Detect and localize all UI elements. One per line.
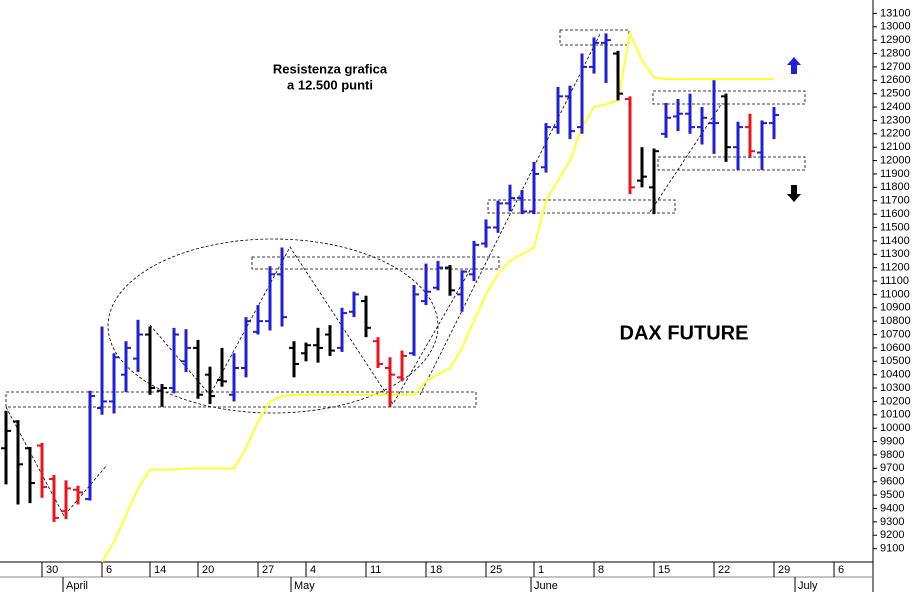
y-tick-label: 10400 (880, 369, 911, 381)
y-tick-label: 12800 (880, 47, 911, 59)
trend-line (149, 246, 471, 405)
chart-label: DAX FUTURE (620, 322, 749, 344)
x-tick-label: 15 (658, 564, 670, 576)
y-tick-label: 10700 (880, 328, 911, 340)
x-tick-label: 27 (262, 564, 274, 576)
y-tick-label: 12300 (880, 114, 911, 126)
x-tick-label: 14 (154, 564, 166, 576)
month-label: May (294, 580, 315, 592)
x-tick-label: 29 (778, 564, 790, 576)
x-tick-label: 6 (106, 564, 112, 576)
y-tick-label: 9100 (880, 543, 904, 555)
y-tick-label: 10600 (880, 342, 911, 354)
x-tick-label: 11 (370, 564, 381, 576)
x-tick-label: 20 (202, 564, 214, 576)
box (5, 391, 477, 408)
box (652, 90, 806, 105)
y-tick-label: 11400 (880, 235, 910, 247)
y-tick-label: 11300 (880, 248, 910, 260)
x-tick-label: 22 (718, 564, 730, 576)
x-tick-label: 4 (310, 564, 316, 576)
month-label: April (66, 580, 88, 592)
y-tick-label: 11000 (880, 288, 910, 300)
y-tick-label: 13000 (880, 21, 911, 33)
y-tick-label: 13100 (880, 7, 911, 19)
y-tick-label: 10900 (880, 302, 911, 314)
arrow-up (787, 57, 801, 74)
ellipse (107, 238, 439, 414)
y-tick-label: 9400 (880, 502, 904, 514)
month-label: July (798, 580, 818, 592)
box (251, 256, 500, 270)
x-tick-label: 25 (490, 564, 502, 576)
y-tick-label: 9300 (880, 516, 904, 528)
y-tick-label: 12600 (880, 74, 911, 86)
y-tick-label: 11200 (880, 262, 910, 274)
y-tick-label: 9800 (880, 449, 904, 461)
y-tick-label: 9200 (880, 529, 904, 541)
y-tick-label: 10100 (880, 409, 911, 421)
y-tick-label: 12700 (880, 61, 911, 73)
y-tick-label: 12500 (880, 88, 911, 100)
y-tick-label: 10300 (880, 382, 911, 394)
y-tick-label: 9900 (880, 435, 904, 447)
trend-line (649, 102, 723, 213)
x-tick-label: 18 (430, 564, 442, 576)
y-tick-label: 12100 (880, 141, 911, 153)
y-tick-label: 11100 (880, 275, 909, 287)
y-tick-label: 12000 (880, 154, 911, 166)
annotation: a 12.500 punti (287, 77, 373, 92)
y-tick-label: 11700 (880, 195, 910, 207)
annotation: Resistenza grafica (273, 61, 388, 76)
y-tick-label: 11500 (880, 221, 910, 233)
line (101, 30, 774, 563)
y-tick-label: 9500 (880, 489, 904, 501)
y-tick-label: 12400 (880, 101, 911, 113)
y-tick-label: 9700 (880, 462, 904, 474)
y-tick-label: 10800 (880, 315, 911, 327)
month-label: June (534, 580, 558, 592)
y-tick-label: 10200 (880, 395, 911, 407)
y-tick-label: 9600 (880, 476, 904, 488)
y-tick-label: 10000 (880, 422, 911, 434)
y-tick-label: 11800 (880, 181, 910, 193)
y-tick-label: 11600 (880, 208, 910, 220)
x-tick-label: 30 (46, 564, 58, 576)
y-tick-label: 12200 (880, 128, 911, 140)
y-tick-label: 10500 (880, 355, 911, 367)
y-tick-label: 12900 (880, 34, 911, 46)
y-tick-label: 11900 (880, 168, 910, 180)
x-tick-label: 1 (538, 564, 544, 576)
arrow-down (787, 185, 801, 202)
trend-line (5, 406, 108, 517)
x-tick-label: 8 (598, 564, 604, 576)
x-tick-label: 6 (838, 564, 844, 576)
